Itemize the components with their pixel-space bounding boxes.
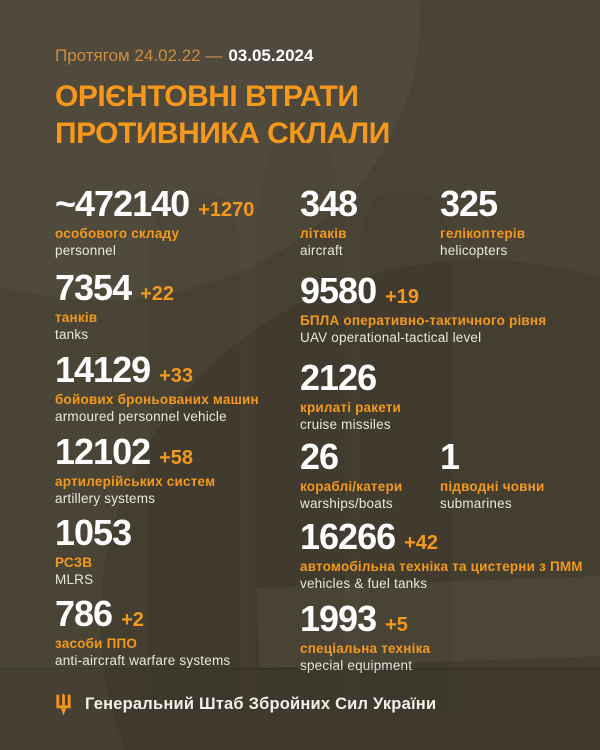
stat-delta: +33: [159, 365, 194, 387]
stat-label-uk: крилаті ракети: [300, 400, 402, 415]
stat-anti-aircraft: 786 +2 засоби ППО anti-aircraft warfare s…: [55, 593, 231, 669]
page-title: ОРІЄНТОВНІ ВТРАТИ ПРОТИВНИКА СКЛАЛИ: [55, 78, 390, 152]
stat-value: 26: [300, 436, 339, 477]
stat-value: 786: [55, 593, 113, 634]
stat-label-en: artillery systems: [55, 491, 156, 506]
stat-label-en: anti-aircraft warfare systems: [55, 653, 231, 668]
stat-value: 16266: [300, 516, 396, 557]
stat-label-en: MLRS: [55, 572, 94, 587]
stat-value: 348: [300, 183, 358, 224]
stat-label-uk: літаків: [300, 226, 347, 241]
title-line-1: ОРІЄНТОВНІ ВТРАТИ: [55, 80, 359, 113]
stat-delta: +2: [121, 609, 144, 631]
stat-mlrs: 1053 РСЗВ MLRS: [55, 512, 140, 588]
stat-label-en: cruise missiles: [300, 417, 391, 432]
stat-label-en: tanks: [55, 327, 89, 342]
stat-value: 7354: [55, 267, 132, 308]
stat-label-uk: гелікоптерів: [440, 226, 526, 241]
stat-uav: 9580 +19 БПЛА оперативно-тактичного рівня…: [300, 270, 547, 346]
stat-vehicles-fuel: 16266 +42 автомобільна техніка та цистерн…: [300, 516, 583, 592]
stat-delta: +22: [140, 283, 175, 305]
stat-label-uk: автомобільна техніка та цистерни з ПММ: [300, 559, 583, 574]
stat-delta: +58: [159, 447, 194, 469]
stat-value: 1: [440, 436, 460, 477]
stat-label-uk: бойових броньованих машин: [55, 392, 259, 407]
stat-delta: +42: [404, 532, 439, 554]
stat-helicopters: 325 гелікоптерів helicopters: [440, 183, 526, 259]
stat-label-en: aircraft: [300, 243, 343, 258]
stat-label-uk: засоби ППО: [55, 636, 138, 651]
stat-tanks: 7354 +22 танків tanks: [55, 267, 175, 343]
stat-label-uk: кораблі/катери: [300, 479, 403, 494]
stat-label-uk: підводні човни: [440, 479, 545, 494]
stat-delta: +5: [385, 614, 408, 636]
stat-label-en: UAV operational-tactical level: [300, 330, 482, 345]
period-prefix: Протягом 24.02.22 —: [55, 46, 223, 65]
stat-label-uk: БПЛА оперативно-тактичного рівня: [300, 313, 547, 328]
stat-label-uk: артилерійських систем: [55, 474, 216, 489]
stat-warships: 26 кораблі/катери warships/boats: [300, 436, 403, 512]
stat-delta: +19: [385, 286, 420, 308]
stat-artillery: 12102 +58 артилерійських систем artillery…: [55, 431, 216, 507]
stat-delta: +1270: [198, 199, 255, 221]
stat-label-uk: спеціальна техніка: [300, 641, 431, 656]
stat-label-en: submarines: [440, 496, 512, 511]
footer-org-name: Генеральний Штаб Збройних Сил України: [85, 695, 437, 713]
stat-personnel: ~472140 +1270 особового складу personnel: [55, 183, 255, 259]
stat-label-en: armoured personnel vehicle: [55, 409, 227, 424]
stat-label-en: helicopters: [440, 243, 508, 258]
stat-special-equipment: 1993 +5 спеціальна техніка special equipm…: [300, 598, 431, 674]
stat-label-uk: РСЗВ: [55, 555, 93, 570]
stat-label-en: warships/boats: [300, 496, 393, 511]
stat-aircraft: 348 літаків aircraft: [300, 183, 366, 259]
stat-label-uk: особового складу: [55, 226, 180, 241]
stat-value: 12102: [55, 431, 151, 472]
stat-armoured-vehicles: 14129 +33 бойових броньованих машин armou…: [55, 349, 259, 425]
report-period: Протягом 24.02.22 — 03.05.2024: [55, 46, 313, 66]
stat-label-en: special equipment: [300, 658, 413, 673]
title-line-2: ПРОТИВНИКА СКЛАЛИ: [55, 117, 390, 150]
stat-cruise-missiles: 2126 крилаті ракети cruise missiles: [300, 357, 402, 433]
tryzub-trident-icon: [56, 693, 71, 716]
stat-label-en: vehicles & fuel tanks: [300, 576, 428, 591]
stat-submarines: 1 підводні човни submarines: [440, 436, 545, 512]
period-date: 03.05.2024: [228, 46, 314, 65]
stat-value: 1993: [300, 598, 377, 639]
stat-value: ~472140: [55, 183, 190, 224]
stat-value: 14129: [55, 349, 151, 390]
stat-value: 1053: [55, 512, 132, 553]
stat-value: 9580: [300, 270, 377, 311]
stat-label-uk: танків: [55, 310, 98, 325]
stat-value: 2126: [300, 357, 377, 398]
stat-label-en: personnel: [55, 243, 117, 258]
footer-bar: Генеральний Штаб Збройних Сил України: [0, 668, 600, 750]
stat-value: 325: [440, 183, 498, 224]
